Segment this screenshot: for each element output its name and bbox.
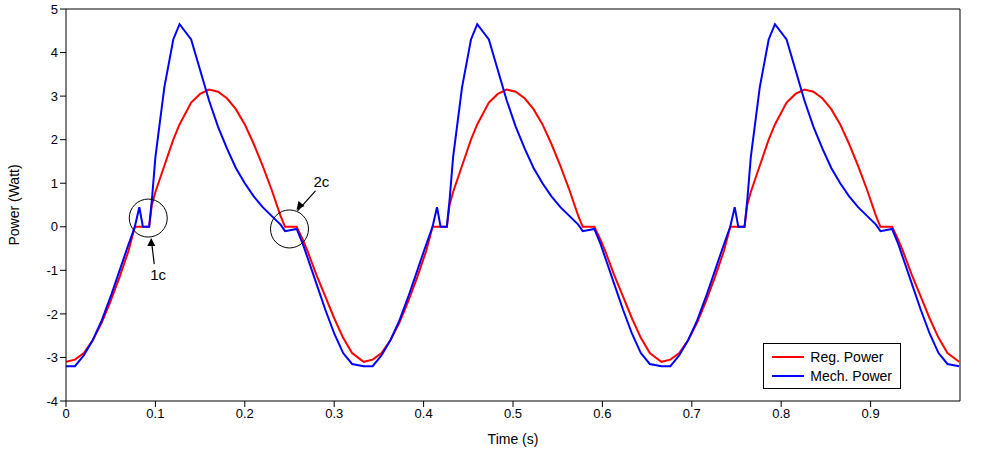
svg-text:2: 2 bbox=[51, 132, 58, 147]
svg-text:0: 0 bbox=[51, 219, 58, 234]
svg-text:-1: -1 bbox=[46, 263, 58, 278]
svg-text:-3: -3 bbox=[46, 350, 58, 365]
svg-text:0.4: 0.4 bbox=[415, 406, 433, 421]
svg-text:Power (Watt): Power (Watt) bbox=[6, 164, 22, 245]
svg-text:0.7: 0.7 bbox=[683, 406, 701, 421]
html-text:Mech. Power: Mech. Power bbox=[810, 367, 892, 384]
svg-text:3: 3 bbox=[51, 89, 58, 104]
svg-text:0.5: 0.5 bbox=[504, 406, 522, 421]
svg-text:4: 4 bbox=[51, 45, 58, 60]
svg-text:0.2: 0.2 bbox=[236, 406, 254, 421]
svg-text:0: 0 bbox=[62, 406, 69, 421]
svg-text:1: 1 bbox=[51, 176, 58, 191]
html-text:Reg. Power: Reg. Power bbox=[810, 348, 884, 365]
svg-text:5: 5 bbox=[51, 2, 58, 17]
svg-text:0.6: 0.6 bbox=[593, 406, 611, 421]
svg-text:-4: -4 bbox=[46, 394, 58, 409]
svg-text:0.3: 0.3 bbox=[325, 406, 343, 421]
svg-text:0.8: 0.8 bbox=[772, 406, 790, 421]
svg-text:0.9: 0.9 bbox=[862, 406, 880, 421]
svg-text:-2: -2 bbox=[46, 307, 58, 322]
svg-text:0.1: 0.1 bbox=[146, 406, 164, 421]
svg-text:2c: 2c bbox=[314, 173, 330, 190]
svg-text:Time (s): Time (s) bbox=[488, 431, 539, 447]
svg-text:1c: 1c bbox=[150, 266, 166, 283]
